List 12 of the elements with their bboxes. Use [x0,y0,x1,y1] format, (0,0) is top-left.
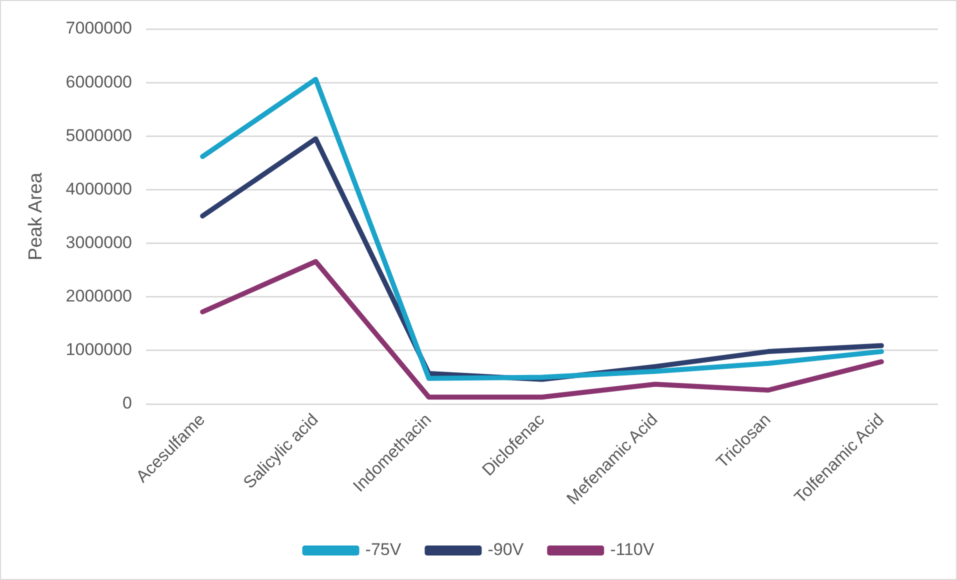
y-tick-label: 0 [122,394,132,413]
legend-label: -90V [488,540,524,560]
y-tick-label: 4000000 [66,179,132,198]
y-tick-label: 6000000 [66,72,132,92]
y-tick-label: 2000000 [66,286,132,306]
y-tick-label: 3000000 [66,233,132,252]
y-tick-label: 5000000 [66,126,132,145]
y-axis-title: Peak Area [26,172,47,260]
legend-label: -75V [365,540,402,560]
y-tick-label: 7000000 [66,18,132,38]
legend-label: -110V [610,540,655,560]
y-tick-label: 1000000 [66,340,132,360]
